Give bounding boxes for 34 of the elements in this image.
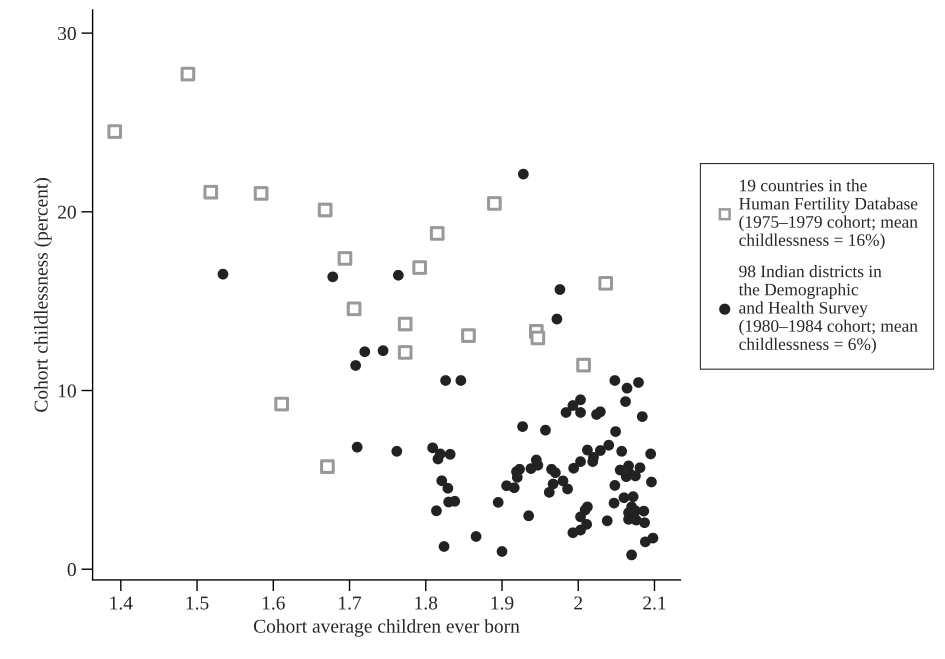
- point: [203, 184, 218, 200]
- x-axis-title: Cohort average children ever born: [254, 619, 520, 637]
- legend-label: 98 Indian districts in the Demographic and Health Survey (1980–1984 cohort; mean childlessness = 6%): [738, 265, 918, 354]
- point: [180, 66, 196, 82]
- point: [320, 459, 335, 474]
- point: [530, 330, 546, 346]
- point: [412, 260, 428, 275]
- legend-label: 19 countries in the Human Fertility Database (1975–1979 cohort; mean childlessness = 16%): [739, 179, 918, 250]
- y-tick-label: 20: [58, 206, 76, 219]
- x-tick-label: 2.1: [643, 596, 666, 610]
- point: [107, 124, 122, 139]
- x-tick-label: 1.7: [339, 596, 362, 610]
- point: [398, 316, 413, 332]
- y-tick-label: 10: [58, 384, 76, 398]
- y-axis-title: Cohort childlessness (percent): [34, 178, 52, 412]
- point: [398, 345, 413, 360]
- y-tick-label: 30: [58, 26, 76, 40]
- point: [598, 276, 614, 291]
- x-tick-label: 2: [574, 596, 582, 610]
- point: [461, 328, 476, 343]
- x-tick-label: 1.6: [262, 596, 285, 610]
- point: [487, 196, 502, 211]
- x-tick-label: 1.5: [186, 596, 208, 610]
- x-tick-label: 1.9: [492, 596, 514, 610]
- point: [254, 186, 268, 201]
- point: [430, 226, 445, 241]
- point: [318, 202, 332, 218]
- point: [274, 396, 290, 412]
- x-tick-label: 1.8: [415, 596, 438, 610]
- y-tick-label: 0: [68, 563, 76, 576]
- point: [338, 251, 352, 266]
- x-tick-label: 1.4: [110, 596, 133, 610]
- point: [576, 358, 591, 372]
- point: [346, 302, 362, 316]
